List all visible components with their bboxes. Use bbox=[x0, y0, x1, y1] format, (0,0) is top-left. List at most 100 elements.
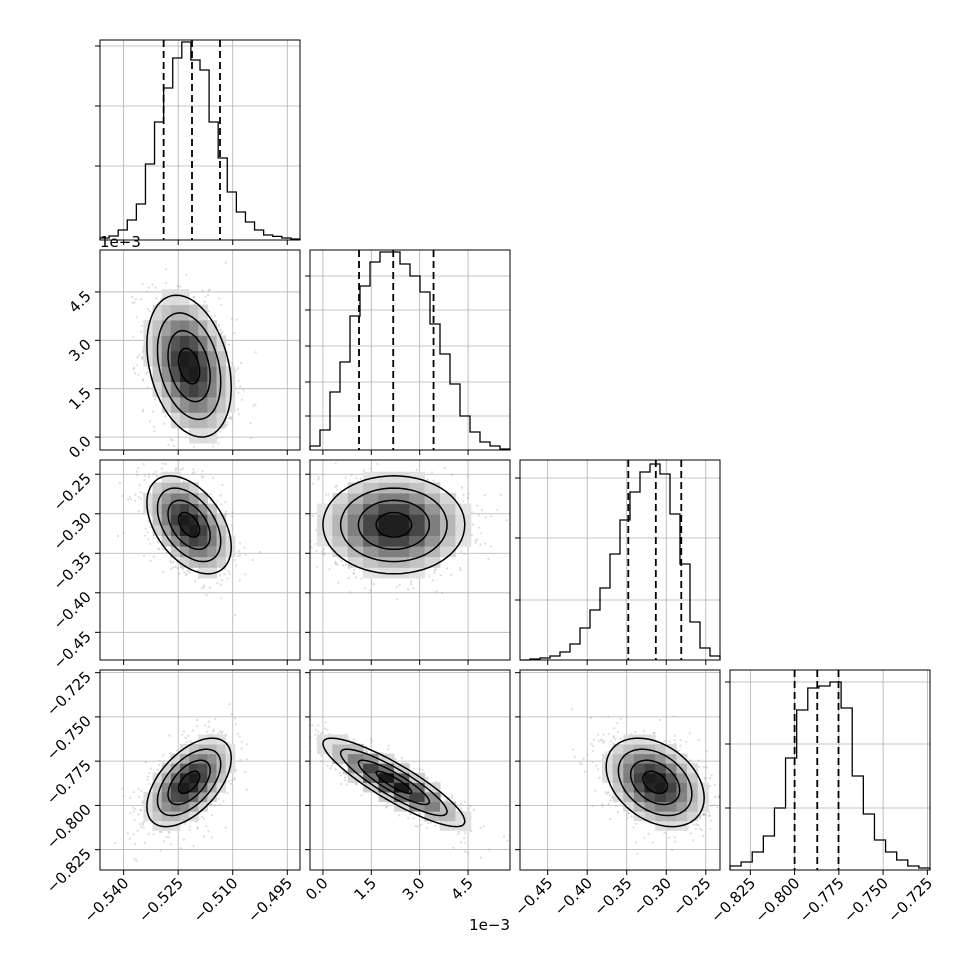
sample-point bbox=[140, 324, 143, 327]
sample-point bbox=[311, 724, 314, 727]
density-cell bbox=[409, 514, 426, 526]
density-cell bbox=[216, 556, 227, 568]
density-cell bbox=[409, 567, 426, 579]
sample-point bbox=[487, 557, 490, 561]
sample-point bbox=[463, 850, 467, 853]
sample-point bbox=[141, 821, 145, 825]
sample-point bbox=[230, 515, 234, 518]
x-tick-label: 1.5 bbox=[351, 874, 381, 904]
sample-point bbox=[154, 470, 157, 473]
density-cell bbox=[179, 763, 190, 774]
sample-point bbox=[121, 787, 124, 790]
sample-point bbox=[136, 364, 139, 367]
density-cell bbox=[198, 801, 208, 812]
sample-point bbox=[182, 838, 186, 841]
sample-point bbox=[224, 261, 227, 264]
sample-point bbox=[334, 768, 337, 771]
sample-point bbox=[230, 713, 233, 716]
density-cell bbox=[316, 535, 333, 547]
sample-point bbox=[210, 804, 213, 807]
density-cell bbox=[143, 503, 154, 515]
sample-point bbox=[345, 783, 348, 786]
sample-point bbox=[132, 367, 135, 370]
sample-point bbox=[138, 795, 141, 798]
sample-point bbox=[129, 796, 132, 800]
sample-point bbox=[158, 547, 161, 550]
contour-line bbox=[156, 487, 222, 563]
sample-point bbox=[480, 508, 483, 511]
density-cell bbox=[152, 320, 163, 336]
sample-point bbox=[179, 468, 182, 471]
sample-point bbox=[387, 748, 390, 751]
sample-point bbox=[414, 825, 418, 828]
sample-point bbox=[398, 814, 401, 817]
sample-point bbox=[225, 513, 229, 516]
density-cell bbox=[378, 791, 395, 803]
density-cell bbox=[316, 514, 333, 526]
y-tick-label: −0.775 bbox=[43, 756, 95, 808]
density-cell bbox=[143, 335, 154, 352]
sample-point bbox=[371, 739, 374, 742]
density-cell bbox=[347, 546, 364, 558]
sample-point bbox=[325, 493, 328, 496]
density-cell bbox=[189, 381, 199, 398]
density-cell bbox=[440, 801, 456, 812]
sample-point bbox=[220, 597, 223, 600]
y-tick-label: −0.725 bbox=[43, 668, 95, 720]
density-cell bbox=[363, 524, 379, 536]
sample-point bbox=[476, 538, 479, 541]
sample-point bbox=[167, 830, 170, 833]
sample-point bbox=[207, 725, 210, 729]
sample-point bbox=[441, 591, 444, 595]
sample-point bbox=[317, 476, 320, 479]
sample-point bbox=[219, 328, 222, 332]
sample-point bbox=[489, 545, 492, 548]
density-cell bbox=[363, 546, 379, 558]
sample-point bbox=[179, 285, 182, 288]
sample-point bbox=[146, 290, 149, 293]
density-cell bbox=[207, 381, 218, 398]
density-cell bbox=[455, 503, 472, 515]
density-cell bbox=[161, 396, 172, 413]
density-cell bbox=[393, 556, 410, 568]
y-tick-label: 3.0 bbox=[65, 335, 95, 365]
sample-point bbox=[175, 467, 178, 470]
density-cell bbox=[347, 556, 364, 568]
density-cell bbox=[393, 514, 410, 526]
x-tick-label: 0.0 bbox=[302, 874, 332, 904]
density-cell bbox=[409, 503, 426, 515]
sample-point bbox=[245, 758, 248, 761]
sample-point bbox=[460, 550, 463, 554]
sample-point bbox=[135, 316, 138, 319]
sample-point bbox=[242, 389, 245, 392]
sample-point bbox=[204, 295, 207, 298]
sample-point bbox=[196, 826, 199, 829]
contour-line bbox=[375, 511, 413, 538]
sample-point bbox=[140, 356, 143, 359]
sample-point bbox=[395, 586, 398, 589]
sample-point bbox=[200, 475, 203, 478]
sample-point bbox=[238, 554, 242, 557]
sample-point bbox=[154, 398, 157, 401]
sample-point bbox=[207, 310, 210, 313]
sample-point bbox=[131, 301, 134, 304]
density-cell bbox=[161, 782, 172, 793]
density-cell bbox=[393, 801, 410, 812]
sample-point bbox=[185, 741, 188, 744]
sample-point bbox=[342, 564, 345, 567]
density-cell bbox=[455, 820, 472, 831]
sample-point bbox=[149, 559, 152, 562]
sample-point bbox=[410, 580, 413, 583]
sample-point bbox=[363, 749, 366, 752]
sample-point bbox=[141, 823, 144, 827]
density-cell bbox=[189, 350, 199, 367]
density-cell bbox=[198, 791, 208, 803]
density-cell bbox=[189, 753, 199, 764]
sample-point bbox=[488, 848, 491, 851]
sample-point bbox=[132, 833, 135, 836]
panel-frame bbox=[99, 459, 301, 661]
sample-point bbox=[326, 764, 329, 768]
sample-point bbox=[172, 560, 175, 564]
sample-point bbox=[227, 780, 230, 783]
sample-point bbox=[149, 526, 152, 529]
